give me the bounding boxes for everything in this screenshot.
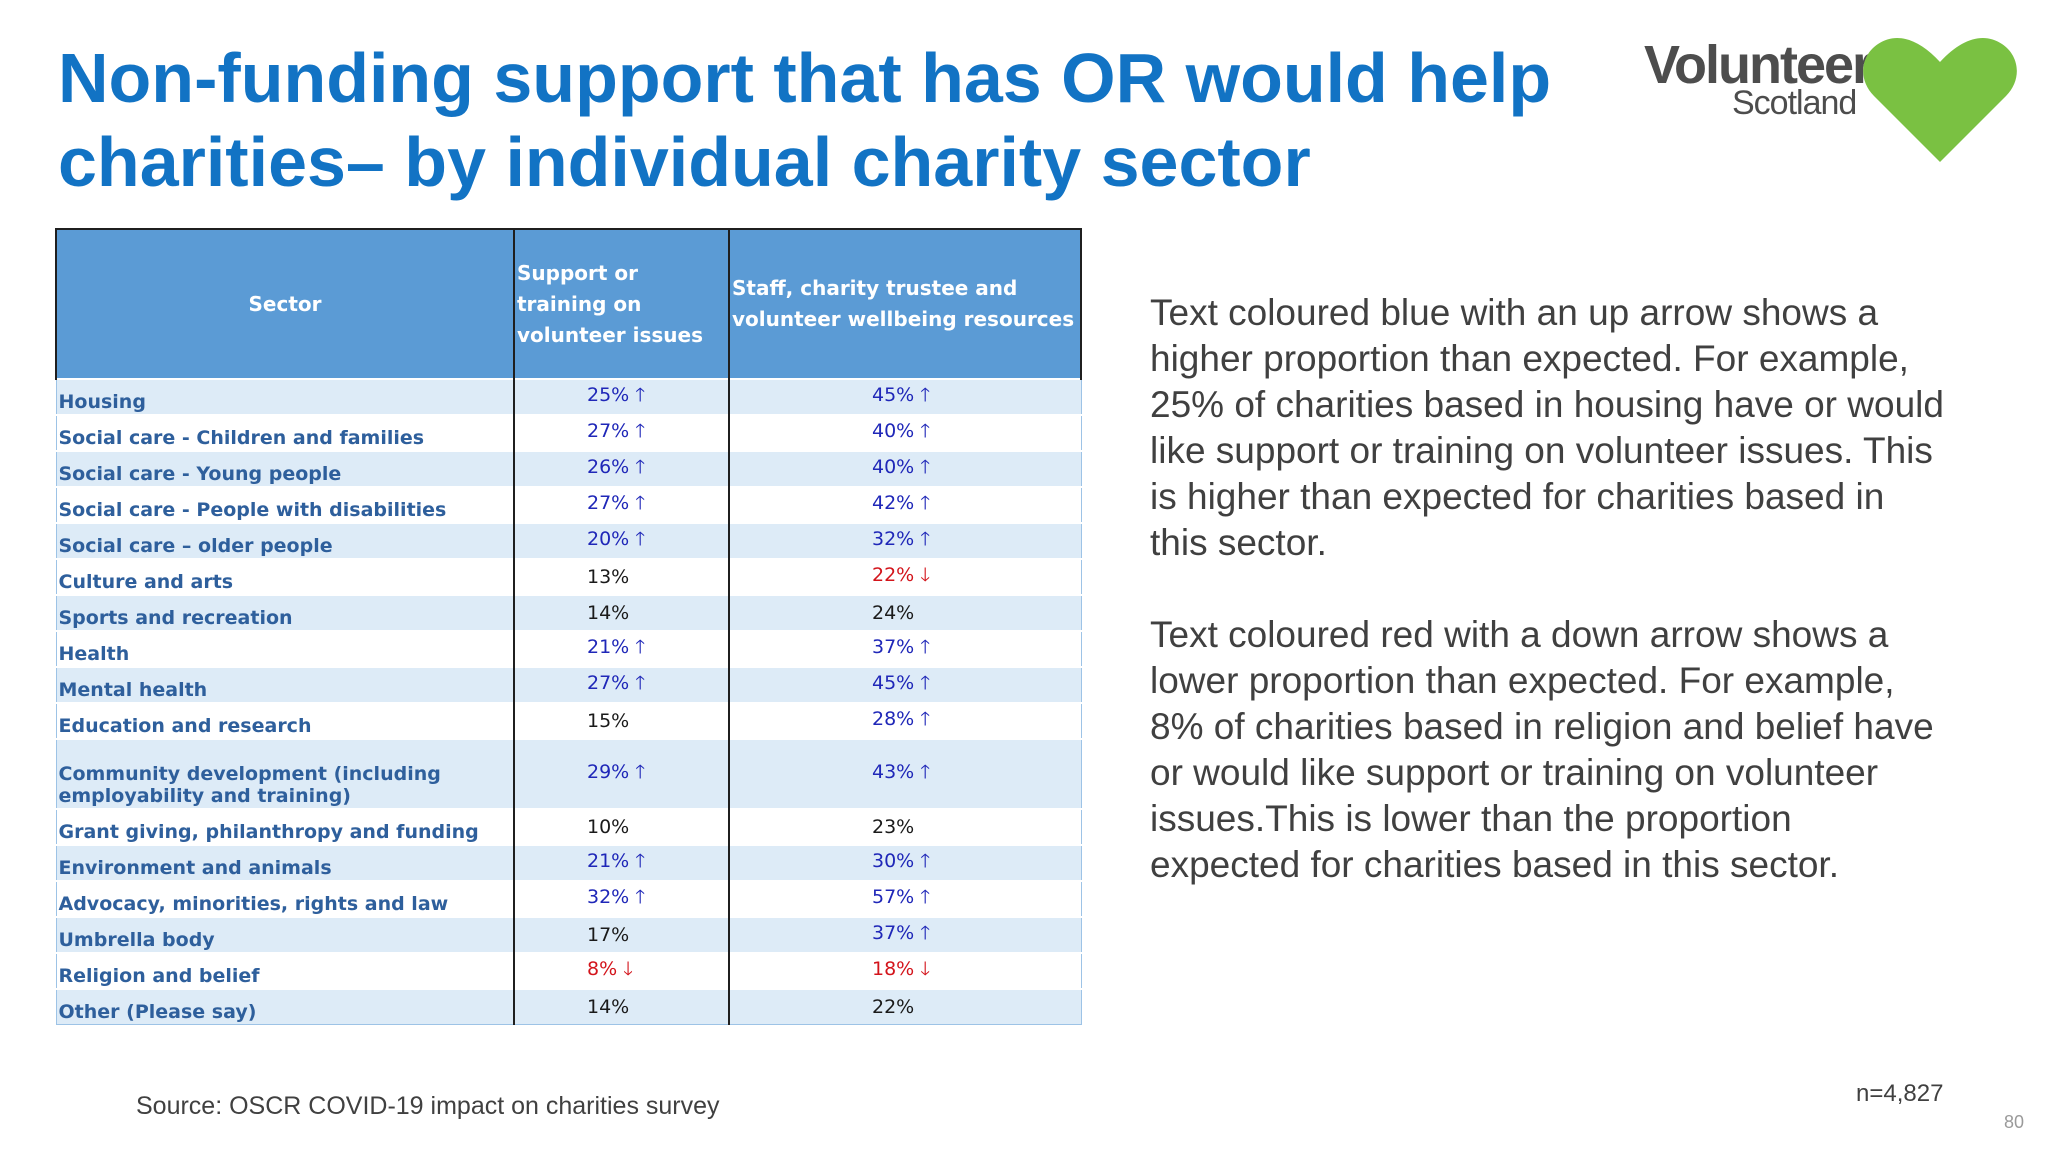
wellbeing-resources-value: 45% 🡑 (728, 666, 1082, 703)
volunteer-training-value: 21% 🡑 (513, 844, 729, 881)
explanation-lower: Text coloured red with a down arrow show… (1150, 614, 1934, 885)
table-row: Environment and animals 21% 🡑 30% 🡑 (55, 844, 1082, 881)
sector-cell: Health (55, 630, 514, 667)
sector-cell: Advocacy, minorities, rights and law (55, 880, 514, 917)
wellbeing-resources-value: 28% 🡑 (728, 702, 1082, 739)
wellbeing-resources-value: 57% 🡑 (728, 880, 1082, 917)
volunteer-training-value: 17% (513, 916, 729, 953)
volunteer-training-value: 14% (513, 594, 729, 631)
table-row: Sports and recreation 14% 24% (55, 594, 1082, 631)
volunteer-training-value: 21% 🡑 (513, 630, 729, 667)
sector-cell: Education and research (55, 702, 514, 739)
table-row: Housing 25% 🡑 45% 🡑 (55, 378, 1082, 415)
page-number: 80 (2004, 1112, 2025, 1132)
slide-title: Non-funding support that has OR would he… (58, 39, 1552, 201)
sector-cell: Mental health (55, 666, 514, 703)
table-row: Social care - Children and families 27% 🡑… (55, 414, 1082, 451)
explanation-higher: Text coloured blue with an up arrow show… (1150, 292, 1944, 563)
heart-icon (1863, 38, 2017, 162)
table-row: Mental health 27% 🡑 45% 🡑 (55, 666, 1082, 703)
wellbeing-resources-value: 42% 🡑 (728, 486, 1082, 523)
volunteer-training-value: 20% 🡑 (513, 522, 729, 559)
volunteer-training-value: 27% 🡑 (513, 666, 729, 703)
wellbeing-resources-value: 22% 🡓 (728, 558, 1082, 595)
volunteer-training-value: 27% 🡑 (513, 486, 729, 523)
volunteer-training-value: 25% 🡑 (513, 378, 729, 415)
table-row: Social care – older people 20% 🡑 32% 🡑 (55, 522, 1082, 559)
table-row: Social care - People with disabilities 27… (55, 486, 1082, 523)
wellbeing-resources-value: 30% 🡑 (728, 844, 1082, 881)
table-header-row: Sector Support or training on volunteer … (55, 228, 1082, 379)
wellbeing-resources-value: 22% (728, 988, 1082, 1025)
logo-word-volunteer: Volunteer (1644, 35, 1873, 95)
wellbeing-resources-value: 23% (728, 808, 1082, 845)
wellbeing-resources-value: 18% 🡓 (728, 952, 1082, 989)
sector-cell: Culture and arts (55, 558, 514, 595)
sector-cell: Housing (55, 378, 514, 415)
wellbeing-resources-value: 37% 🡑 (728, 916, 1082, 953)
column-header-wellbeing-resources: Staff, charity trustee and volunteer wel… (728, 228, 1082, 379)
sector-cell: Grant giving, philanthropy and funding (55, 808, 514, 845)
wellbeing-resources-value: 40% 🡑 (728, 450, 1082, 487)
sample-size: n=4,827 (1856, 1080, 1944, 1107)
wellbeing-resources-value: 45% 🡑 (728, 378, 1082, 415)
volunteer-training-value: 32% 🡑 (513, 880, 729, 917)
sector-cell: Religion and belief (55, 952, 514, 989)
table-row: Religion and belief 8% 🡓 18% 🡓 (55, 952, 1082, 989)
volunteer-training-value: 10% (513, 808, 729, 845)
source-note: Source: OSCR COVID-19 impact on charitie… (136, 1092, 720, 1120)
table-row: Education and research 15% 28% 🡑 (55, 702, 1082, 739)
table-row: Social care - Young people 26% 🡑 40% 🡑 (55, 450, 1082, 487)
wellbeing-resources-value: 43% 🡑 (728, 738, 1082, 809)
sector-cell: Social care – older people (55, 522, 514, 559)
wellbeing-resources-value: 37% 🡑 (728, 630, 1082, 667)
volunteer-scotland-logo: Volunteer Scotland (1640, 30, 2020, 170)
sector-cell: Social care - Young people (55, 450, 514, 487)
table-body: Housing 25% 🡑 45% 🡑 Social care - Children … (55, 378, 1082, 1025)
volunteer-training-value: 29% 🡑 (513, 738, 729, 809)
table-row: Umbrella body 17% 37% 🡑 (55, 916, 1082, 953)
sector-cell: Environment and animals (55, 844, 514, 881)
sector-cell: Sports and recreation (55, 594, 514, 631)
volunteer-training-value: 26% 🡑 (513, 450, 729, 487)
table-row: Advocacy, minorities, rights and law 32% … (55, 880, 1082, 917)
table-row: Culture and arts 13% 22% 🡓 (55, 558, 1082, 595)
sector-cell: Social care - People with disabilities (55, 486, 514, 523)
volunteer-training-value: 8% 🡓 (513, 952, 729, 989)
table-row: Community development (including employa… (55, 738, 1082, 809)
table-row: Health 21% 🡑 37% 🡑 (55, 630, 1082, 667)
sector-cell: Community development (including employa… (55, 738, 514, 809)
explanation-text: Text coloured blue with an up arrow show… (1150, 290, 1950, 934)
volunteer-training-value: 13% (513, 558, 729, 595)
sector-support-table: Sector Support or training on volunteer … (55, 228, 1082, 1025)
wellbeing-resources-value: 40% 🡑 (728, 414, 1082, 451)
volunteer-training-value: 15% (513, 702, 729, 739)
sector-cell: Umbrella body (55, 916, 514, 953)
table-row: Other (Please say) 14% 22% (55, 988, 1082, 1025)
wellbeing-resources-value: 32% 🡑 (728, 522, 1082, 559)
column-header-sector: Sector (55, 228, 514, 379)
sector-cell: Social care - Children and families (55, 414, 514, 451)
wellbeing-resources-value: 24% (728, 594, 1082, 631)
volunteer-training-value: 14% (513, 988, 729, 1025)
logo-word-scotland: Scotland (1732, 84, 1857, 122)
volunteer-training-value: 27% 🡑 (513, 414, 729, 451)
sector-cell: Other (Please say) (55, 988, 514, 1025)
column-header-volunteer-training: Support or training on volunteer issues (513, 228, 729, 379)
table-row: Grant giving, philanthropy and funding 10… (55, 808, 1082, 845)
